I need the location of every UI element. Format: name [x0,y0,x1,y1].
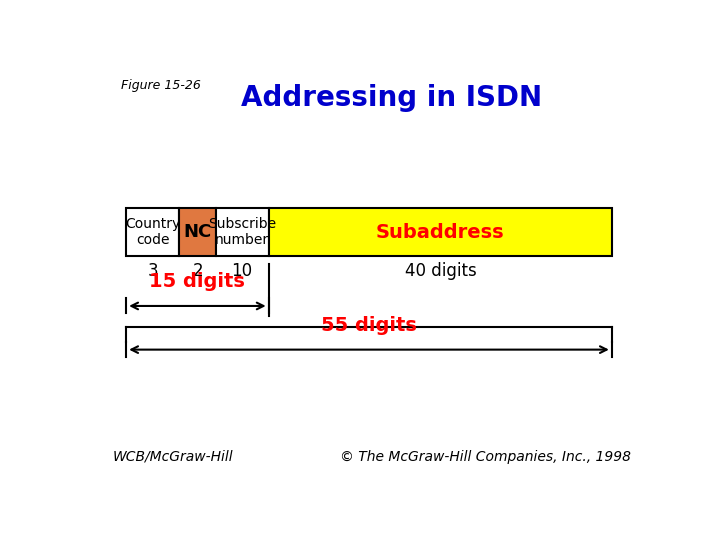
FancyBboxPatch shape [179,208,215,256]
FancyBboxPatch shape [269,208,612,256]
Text: Figure 15-26: Figure 15-26 [121,79,201,92]
Text: 15 digits: 15 digits [150,272,246,292]
Text: Subaddress: Subaddress [376,222,505,242]
FancyBboxPatch shape [126,208,179,256]
Text: 3: 3 [148,262,158,280]
Text: 2: 2 [192,262,203,280]
Text: Addressing in ISDN: Addressing in ISDN [240,84,542,112]
Text: Subscribe
number: Subscribe number [208,217,276,247]
Text: 10: 10 [231,262,252,280]
Text: © The McGraw-Hill Companies, Inc., 1998: © The McGraw-Hill Companies, Inc., 1998 [341,450,631,464]
Text: Country
code: Country code [125,217,181,247]
Text: NC: NC [184,223,212,241]
Text: 55 digits: 55 digits [321,316,417,335]
Text: 40 digits: 40 digits [405,262,477,280]
FancyBboxPatch shape [215,208,269,256]
Text: WCB/McGraw-Hill: WCB/McGraw-Hill [112,450,233,464]
